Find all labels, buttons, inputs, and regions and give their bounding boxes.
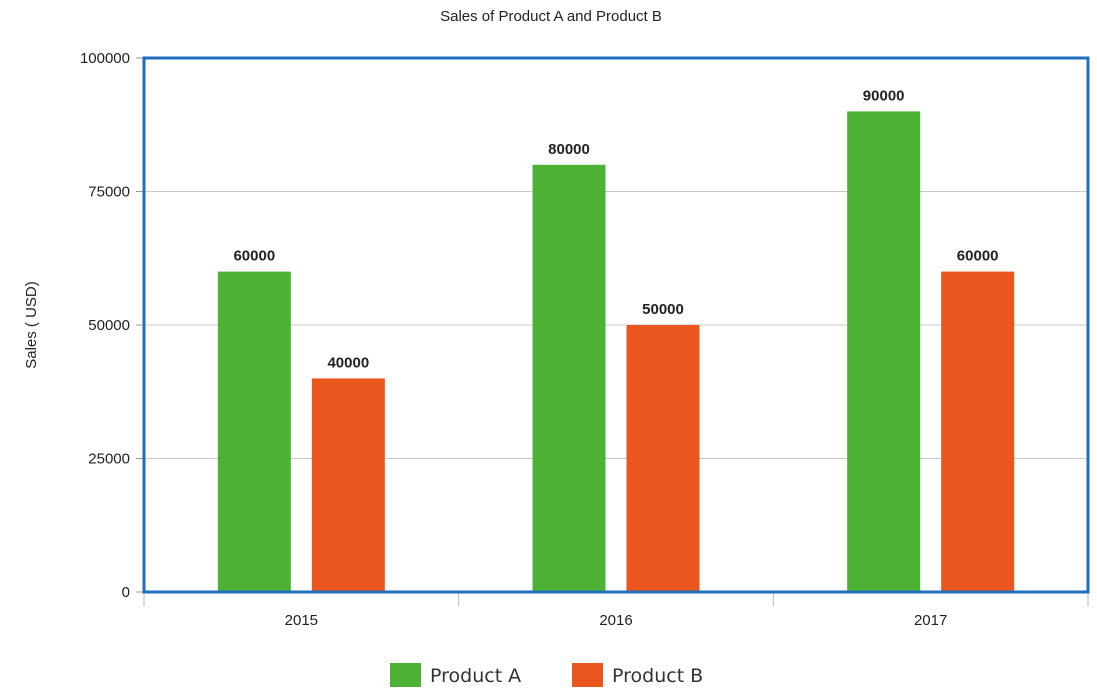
legend-swatch [390, 663, 421, 687]
bar-product-b-2016 [626, 325, 700, 592]
chart-title: Sales of Product A and Product B [440, 8, 662, 25]
legend-label: Product A [430, 665, 521, 687]
data-label: 60000 [233, 248, 275, 265]
x-tick-label: 2015 [285, 612, 318, 629]
plot-area-border [142, 56, 1090, 594]
y-tick-label: 75000 [88, 184, 130, 201]
bar-product-b-2015 [311, 378, 385, 592]
legend-label: Product B [612, 665, 703, 687]
data-label: 80000 [548, 141, 590, 158]
x-tick-label: 2017 [914, 612, 947, 629]
x-tick-label: 2016 [599, 612, 632, 629]
bar-product-a-2016 [532, 164, 606, 593]
y-tick-label: 0 [122, 584, 130, 601]
data-label: 40000 [327, 354, 369, 371]
legend-swatch [572, 663, 603, 687]
y-tick-label: 100000 [80, 50, 130, 67]
legend: Product A Product B [390, 663, 703, 687]
data-label: 90000 [863, 87, 905, 104]
grid-lines [144, 191, 1088, 459]
x-axis-ticks: 2015 2016 2017 [143, 592, 1089, 629]
bars [217, 111, 1015, 593]
y-axis-ticks: 0 25000 50000 75000 100000 [80, 50, 144, 601]
bar-product-a-2015 [217, 271, 291, 592]
y-axis-label: Sales ( USD) [23, 281, 40, 369]
y-tick-label: 50000 [88, 317, 130, 334]
bar-product-b-2017 [941, 271, 1015, 592]
data-labels: 60000 40000 80000 50000 90000 60000 [233, 87, 998, 371]
bar-product-a-2017 [847, 111, 921, 593]
data-label: 50000 [642, 301, 684, 318]
data-label: 60000 [957, 248, 999, 265]
y-tick-label: 25000 [88, 451, 130, 468]
